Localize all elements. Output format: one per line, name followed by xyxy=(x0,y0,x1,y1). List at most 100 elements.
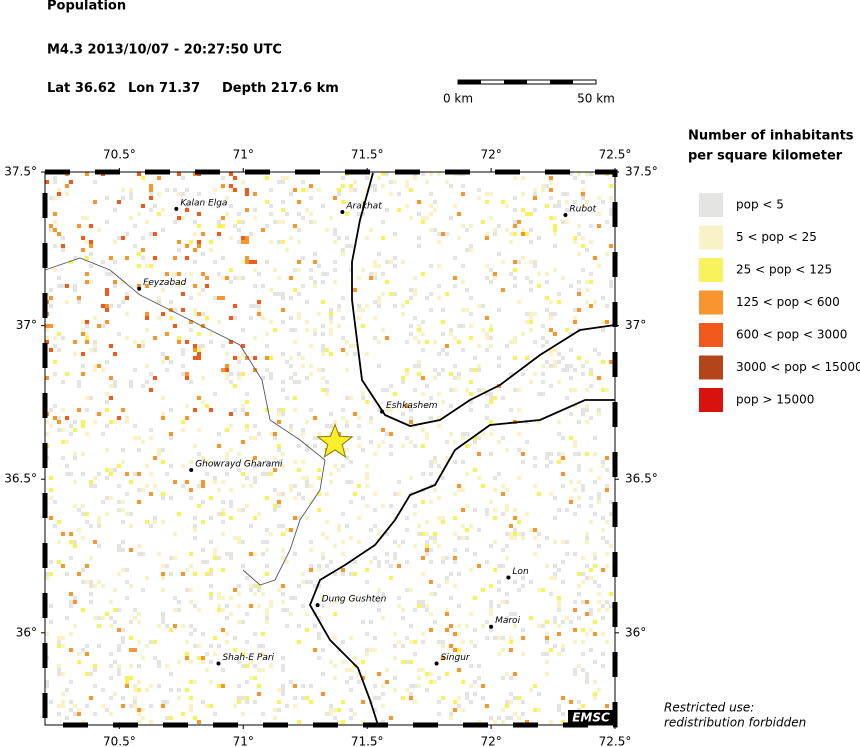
population-cell xyxy=(93,684,97,688)
population-cell xyxy=(297,260,301,264)
population-cell xyxy=(505,704,509,708)
population-cell xyxy=(105,308,109,312)
population-cell xyxy=(253,480,257,484)
population-cell xyxy=(485,636,489,640)
population-cell xyxy=(481,388,485,392)
population-cell xyxy=(537,284,541,288)
population-cell xyxy=(253,516,257,520)
population-cell xyxy=(601,528,605,532)
population-cell xyxy=(273,716,277,720)
population-cell xyxy=(477,368,481,372)
population-cell xyxy=(561,560,565,564)
population-cell xyxy=(485,620,489,624)
lat-tick-label: 36° xyxy=(16,625,37,639)
population-cell xyxy=(337,596,341,600)
population-cell xyxy=(93,484,97,488)
population-cell xyxy=(553,268,557,272)
population-cell xyxy=(61,244,65,248)
population-cell xyxy=(349,668,353,672)
population-cell xyxy=(101,688,105,692)
population-cell xyxy=(437,712,441,716)
population-cell xyxy=(465,228,469,232)
population-cell xyxy=(209,596,213,600)
population-cell xyxy=(221,480,225,484)
population-cell xyxy=(285,396,289,400)
population-cell xyxy=(569,332,573,336)
population-cell xyxy=(493,508,497,512)
population-cell xyxy=(213,548,217,552)
population-cell xyxy=(69,532,73,536)
population-cell xyxy=(137,664,141,668)
population-cell xyxy=(341,296,345,300)
population-cell xyxy=(465,696,469,700)
population-cell xyxy=(185,404,189,408)
population-cell xyxy=(549,188,553,192)
population-cell xyxy=(545,272,549,276)
population-cell xyxy=(393,256,397,260)
population-cell xyxy=(541,588,545,592)
population-cell xyxy=(249,232,253,236)
population-cell xyxy=(281,308,285,312)
population-cell xyxy=(109,420,113,424)
population-cell xyxy=(493,516,497,520)
population-cell xyxy=(237,452,241,456)
population-cell xyxy=(253,356,257,360)
population-cell xyxy=(177,688,181,692)
population-cell xyxy=(237,360,241,364)
population-cell xyxy=(169,436,173,440)
population-cell xyxy=(393,552,397,556)
population-cell xyxy=(181,348,185,352)
population-cell xyxy=(225,368,229,372)
population-cell xyxy=(293,328,297,332)
population-cell xyxy=(445,608,449,612)
population-cell xyxy=(429,464,433,468)
population-cell xyxy=(469,408,473,412)
population-cell xyxy=(389,504,393,508)
population-cell xyxy=(597,212,601,216)
population-cell xyxy=(433,368,437,372)
population-cell xyxy=(241,260,245,264)
population-cell xyxy=(81,648,85,652)
population-cell xyxy=(321,388,325,392)
population-cell xyxy=(97,616,101,620)
legend-swatch xyxy=(699,225,723,250)
population-cell xyxy=(181,364,185,368)
population-cell xyxy=(449,388,453,392)
population-cell xyxy=(361,396,365,400)
population-cell xyxy=(185,480,189,484)
population-cell xyxy=(425,216,429,220)
population-cell xyxy=(389,260,393,264)
population-cell xyxy=(517,300,521,304)
population-cell xyxy=(93,712,97,716)
population-cell xyxy=(73,544,77,548)
population-cell xyxy=(109,664,113,668)
population-cell xyxy=(269,320,273,324)
population-cell xyxy=(597,600,601,604)
population-cell xyxy=(73,452,77,456)
population-cell xyxy=(217,232,221,236)
population-cell xyxy=(557,432,561,436)
population-cell xyxy=(69,700,73,704)
population-cell xyxy=(81,472,85,476)
population-cell xyxy=(333,708,337,712)
population-cell xyxy=(597,592,601,596)
population-cell xyxy=(141,344,145,348)
population-cell xyxy=(345,524,349,528)
population-cell xyxy=(333,636,337,640)
population-cell xyxy=(505,448,509,452)
population-cell xyxy=(117,668,121,672)
population-cell xyxy=(425,544,429,548)
population-cell xyxy=(581,236,585,240)
population-cell xyxy=(137,500,141,504)
population-cell xyxy=(385,408,389,412)
population-cell xyxy=(273,508,277,512)
population-cell xyxy=(601,616,605,620)
population-cell xyxy=(173,532,177,536)
population-cell xyxy=(289,192,293,196)
population-cell xyxy=(361,496,365,500)
population-cell xyxy=(541,372,545,376)
population-cell xyxy=(325,380,329,384)
population-cell xyxy=(189,588,193,592)
population-cell xyxy=(437,516,441,520)
population-cell xyxy=(253,208,257,212)
